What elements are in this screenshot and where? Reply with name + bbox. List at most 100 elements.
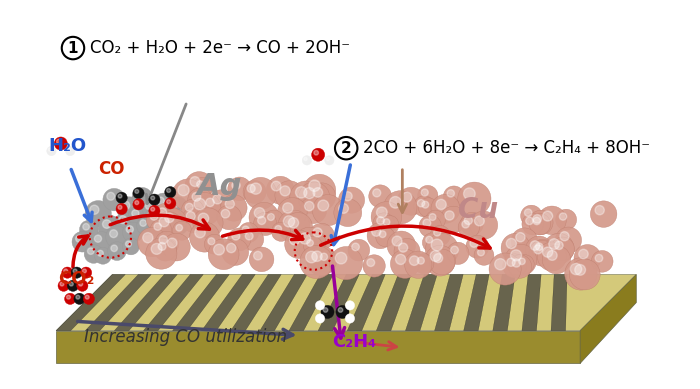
Polygon shape [144,275,203,331]
Circle shape [80,220,98,239]
Text: CO₂: CO₂ [58,270,94,288]
Circle shape [475,216,484,226]
Circle shape [463,188,475,200]
Circle shape [85,295,89,299]
Polygon shape [493,275,515,331]
Circle shape [464,216,473,224]
Circle shape [425,245,456,276]
Circle shape [190,177,200,186]
Circle shape [410,256,419,265]
Circle shape [228,228,251,251]
Circle shape [290,235,300,245]
Circle shape [156,197,164,205]
Circle shape [153,203,180,230]
Circle shape [153,193,175,216]
Circle shape [302,156,312,165]
Circle shape [247,184,256,193]
Circle shape [58,280,69,291]
Circle shape [430,251,441,261]
Circle shape [313,228,322,237]
Polygon shape [56,331,580,363]
Polygon shape [377,275,411,331]
Circle shape [315,301,325,310]
Circle shape [76,295,80,299]
Circle shape [592,251,613,272]
Circle shape [377,217,384,224]
Circle shape [394,238,420,265]
Circle shape [167,197,188,217]
Circle shape [284,212,312,242]
Polygon shape [56,275,125,331]
Circle shape [300,197,327,224]
Circle shape [202,194,226,218]
Circle shape [204,234,224,254]
Circle shape [135,201,139,205]
Circle shape [325,156,334,165]
Circle shape [462,221,469,228]
Circle shape [312,251,322,261]
Circle shape [317,302,320,306]
Circle shape [151,244,162,254]
Polygon shape [231,275,281,331]
Circle shape [338,308,343,312]
Circle shape [533,245,542,254]
Circle shape [536,243,543,251]
Circle shape [506,238,517,249]
Circle shape [195,227,205,238]
Polygon shape [173,275,229,331]
Circle shape [176,224,183,231]
Circle shape [144,208,164,229]
Circle shape [159,217,169,227]
Circle shape [188,193,221,225]
Circle shape [222,238,248,265]
Circle shape [239,223,259,242]
Circle shape [533,217,540,225]
Circle shape [451,246,458,254]
Circle shape [308,223,335,249]
Circle shape [579,249,588,259]
Circle shape [398,243,407,252]
Circle shape [300,245,333,279]
Circle shape [64,293,76,305]
Circle shape [194,198,206,210]
Circle shape [474,245,494,265]
Circle shape [125,241,132,247]
Circle shape [528,210,553,235]
Text: 2CO + 6H₂O + 8e⁻ → C₂H₄ + 8OH⁻: 2CO + 6H₂O + 8e⁻ → C₂H₄ + 8OH⁻ [363,139,650,157]
Circle shape [83,224,90,230]
Circle shape [575,265,585,275]
Circle shape [595,205,604,215]
Circle shape [62,37,84,59]
Circle shape [249,202,279,232]
Circle shape [167,214,174,221]
Circle shape [76,235,83,242]
Circle shape [228,177,251,201]
Circle shape [373,213,395,235]
Circle shape [182,207,207,233]
Circle shape [154,238,177,261]
Circle shape [376,227,396,247]
Circle shape [136,217,155,235]
Circle shape [515,255,534,273]
Circle shape [85,201,111,227]
Circle shape [426,233,458,266]
Circle shape [345,301,355,310]
Circle shape [192,192,201,201]
Circle shape [272,181,281,191]
Circle shape [343,192,352,201]
Circle shape [243,180,266,203]
Circle shape [321,305,334,319]
Circle shape [383,219,390,225]
Circle shape [106,226,128,248]
Circle shape [178,184,189,196]
Circle shape [143,233,153,243]
Circle shape [253,212,276,235]
Circle shape [367,223,393,249]
Circle shape [67,280,78,291]
Circle shape [372,189,381,197]
Circle shape [339,187,365,213]
Circle shape [115,212,137,234]
Circle shape [67,148,71,151]
Circle shape [312,148,325,161]
Circle shape [206,198,214,207]
